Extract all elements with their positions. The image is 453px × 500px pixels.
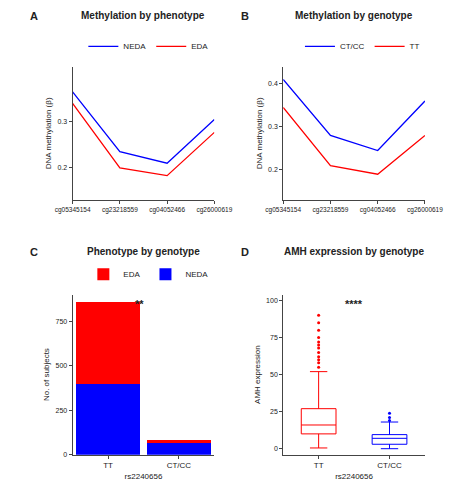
svg-text:No. of subjects: No. of subjects bbox=[42, 348, 51, 401]
svg-text:rs2240656: rs2240656 bbox=[125, 472, 163, 481]
svg-text:cg23218559: cg23218559 bbox=[313, 206, 349, 214]
svg-text:Methylation by genotype: Methylation by genotype bbox=[295, 10, 413, 21]
svg-text:TT: TT bbox=[314, 461, 324, 470]
svg-text:100: 100 bbox=[266, 297, 278, 304]
svg-text:TT: TT bbox=[410, 42, 420, 51]
svg-text:cg23218559: cg23218559 bbox=[102, 206, 138, 214]
svg-text:EDA: EDA bbox=[191, 42, 208, 51]
svg-text:0.2: 0.2 bbox=[268, 166, 278, 173]
svg-text:DNA methylation (β): DNA methylation (β) bbox=[255, 97, 264, 169]
svg-text:D: D bbox=[241, 246, 249, 258]
svg-text:0.3: 0.3 bbox=[268, 123, 278, 130]
svg-text:cg26000619: cg26000619 bbox=[407, 206, 443, 214]
svg-text:cg05345154: cg05345154 bbox=[265, 206, 301, 214]
svg-text:0.4: 0.4 bbox=[268, 80, 278, 87]
svg-text:rs2240656: rs2240656 bbox=[335, 472, 373, 481]
svg-text:0: 0 bbox=[63, 451, 67, 458]
svg-text:DNA methylation (β): DNA methylation (β) bbox=[44, 97, 53, 169]
svg-text:250: 250 bbox=[56, 407, 68, 414]
svg-text:NEDA: NEDA bbox=[185, 270, 208, 279]
svg-text:AMH expression: AMH expression bbox=[253, 345, 262, 404]
svg-text:****: **** bbox=[345, 298, 363, 310]
svg-text:CT/CC: CT/CC bbox=[340, 42, 365, 51]
svg-text:CT/CC: CT/CC bbox=[167, 461, 192, 470]
svg-text:750: 750 bbox=[56, 318, 68, 325]
svg-text:Methylation by phenotype: Methylation by phenotype bbox=[81, 10, 205, 21]
svg-text:cg04052466: cg04052466 bbox=[360, 206, 396, 214]
svg-text:cg04052466: cg04052466 bbox=[149, 206, 185, 214]
svg-text:EDA: EDA bbox=[123, 270, 140, 279]
svg-text:cg26000619: cg26000619 bbox=[196, 206, 232, 214]
svg-text:B: B bbox=[241, 10, 249, 22]
svg-text:TT: TT bbox=[103, 461, 113, 470]
svg-text:AMH expression by genotype: AMH expression by genotype bbox=[284, 246, 424, 257]
svg-text:500: 500 bbox=[56, 362, 68, 369]
svg-text:NEDA: NEDA bbox=[123, 42, 146, 51]
svg-text:Phenotype by genotype: Phenotype by genotype bbox=[87, 246, 200, 257]
svg-text:75: 75 bbox=[270, 334, 278, 341]
svg-text:50: 50 bbox=[270, 371, 278, 378]
svg-text:0.2: 0.2 bbox=[57, 164, 67, 171]
svg-text:CT/CC: CT/CC bbox=[377, 461, 402, 470]
svg-text:25: 25 bbox=[270, 408, 278, 415]
svg-text:cg05345154: cg05345154 bbox=[55, 206, 91, 214]
svg-text:C: C bbox=[30, 246, 38, 258]
svg-text:0: 0 bbox=[274, 445, 278, 452]
svg-text:0.3: 0.3 bbox=[57, 118, 67, 125]
svg-text:A: A bbox=[30, 10, 38, 22]
svg-text:**: ** bbox=[135, 298, 144, 310]
